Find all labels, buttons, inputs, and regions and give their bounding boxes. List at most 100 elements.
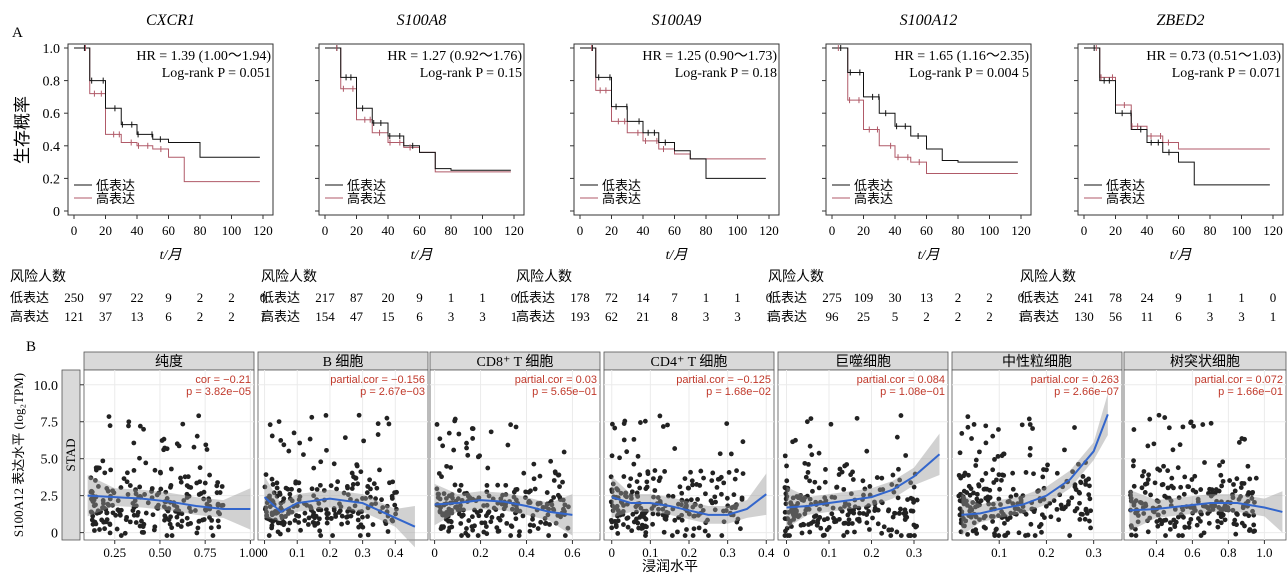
scatter-point: [688, 497, 694, 503]
scatter-point: [652, 468, 658, 473]
scatter-point: [555, 492, 561, 498]
scatter-point: [985, 494, 991, 500]
scatter-point: [906, 533, 912, 538]
km-x-tick-label: 60: [162, 223, 175, 238]
scatter-point: [364, 490, 370, 496]
scatter-point: [178, 475, 183, 481]
scatter-point: [1188, 419, 1194, 425]
scatter-x-tick-label: 0.50: [149, 545, 172, 560]
scatter-point: [983, 440, 989, 446]
scatter-point: [628, 476, 634, 482]
scatter-point: [705, 517, 710, 523]
scatter-point: [451, 447, 457, 453]
scatter-point: [289, 509, 295, 515]
scatter-point: [861, 492, 866, 498]
scatter-point: [881, 524, 887, 530]
scatter-point: [617, 455, 622, 461]
facet-stat-p: p = 1.66e−01: [1218, 386, 1283, 398]
scatter-point: [1137, 499, 1143, 505]
scatter-point: [499, 513, 505, 518]
scatter-point: [621, 522, 626, 527]
scatter-point: [495, 482, 501, 488]
scatter-point: [551, 507, 557, 513]
scatter-point: [1083, 478, 1089, 484]
scatter-point: [297, 440, 303, 446]
scatter-point: [811, 514, 817, 520]
km-x-tick-label: 40: [889, 223, 902, 238]
scatter-point: [302, 518, 308, 523]
scatter-point: [996, 496, 1002, 502]
scatter-point: [92, 528, 97, 533]
scatter-point: [390, 518, 396, 524]
scatter-point: [739, 497, 745, 502]
scatter-point: [896, 511, 902, 516]
scatter-x-tick-label: 0.25: [103, 545, 126, 560]
scatter-point: [1227, 478, 1233, 483]
scatter-point: [1217, 462, 1222, 468]
scatter-point: [324, 507, 329, 512]
risk-value-low: 2: [228, 290, 235, 305]
scatter-point: [306, 515, 312, 521]
risk-row-high-label: 高表达: [1020, 309, 1059, 324]
scatter-point: [656, 506, 661, 512]
scatter-point: [497, 517, 503, 523]
scatter-point: [669, 533, 675, 538]
scatter-point: [349, 486, 355, 491]
fit-line: [786, 453, 941, 509]
scatter-point: [274, 493, 280, 499]
km-x-tick-label: 0: [577, 223, 584, 238]
km-x-tick-label: 0: [322, 223, 329, 238]
scatter-point: [513, 424, 519, 430]
scatter-point: [644, 479, 650, 485]
scatter-point: [1037, 524, 1042, 530]
risk-value-low: 9: [165, 290, 172, 305]
scatter-point: [275, 529, 281, 535]
scatter-point: [979, 477, 985, 483]
scatter-point: [644, 524, 649, 530]
scatter-point: [997, 486, 1002, 492]
scatter-point: [740, 471, 746, 477]
scatter-point: [169, 525, 175, 531]
scatter-point: [888, 533, 894, 538]
scatter-point: [993, 527, 999, 533]
scatter-point: [1039, 529, 1044, 535]
scatter-point: [1151, 441, 1157, 447]
scatter-point: [505, 442, 511, 448]
scatter-point: [457, 488, 462, 493]
km-x-tick-label: 20: [99, 223, 112, 238]
scatter-point: [1175, 465, 1181, 471]
scatter-point: [786, 509, 792, 515]
fit-line: [1129, 502, 1283, 513]
scatter-point: [961, 523, 966, 529]
scatter-point: [861, 511, 866, 516]
scatter-point: [973, 457, 979, 463]
km-x-tick-label: 20: [350, 223, 363, 238]
km-logrank-text: Log-rank P = 0.071: [1172, 66, 1281, 81]
scatter-point: [790, 495, 796, 501]
scatter-point: [110, 510, 116, 516]
scatter-y-tick-label: 0: [51, 527, 58, 542]
facet-stat-p: p = 3.82e−05: [186, 386, 251, 398]
risk-value-low: 1: [479, 290, 486, 305]
scatter-point: [498, 496, 504, 502]
scatter-point: [867, 527, 872, 532]
scatter-point: [377, 467, 382, 473]
risk-value-low: 1: [703, 290, 710, 305]
scatter-point: [103, 519, 109, 525]
scatter-point: [1058, 502, 1064, 508]
scatter-point: [374, 485, 380, 491]
scatter-point: [1195, 496, 1201, 502]
risk-value-low: 178: [570, 290, 590, 305]
scatter-point: [813, 499, 819, 505]
scatter-point: [1027, 422, 1033, 427]
risk-value-high: 1: [1018, 309, 1025, 324]
risk-value-high: 3: [1238, 309, 1245, 324]
fit-line: [87, 494, 251, 510]
confidence-band: [434, 483, 573, 536]
scatter-point: [1167, 520, 1173, 526]
scatter-point: [168, 484, 173, 490]
km-x-tick-label: 80: [952, 223, 965, 238]
strip-column: STAD: [61, 369, 81, 541]
scatter-point: [1032, 533, 1038, 538]
